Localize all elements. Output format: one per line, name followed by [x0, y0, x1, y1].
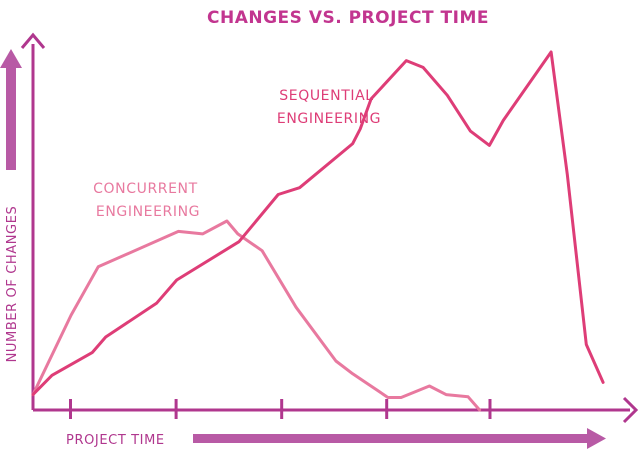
chart-title: CHANGES VS. PROJECT TIME [207, 8, 489, 28]
concurrent-label-line2: ENGINEERING [96, 204, 200, 220]
series-layer [31, 50, 605, 412]
x-axis-ticks [69, 399, 492, 419]
sequential-label-line2: ENGINEERING [277, 111, 381, 127]
sequential-label-line1: SEQUENTIAL [279, 88, 373, 104]
concurrent-engineering-line [31, 219, 482, 412]
y-label-arrow-shaft [6, 60, 16, 170]
x-label-arrow-shaft [193, 434, 588, 443]
x-label-arrow-head [587, 428, 606, 449]
sequential-engineering-line [31, 50, 605, 397]
x-axis-arrowhead [622, 396, 639, 424]
y-axis-label: NUMBER OF CHANGES [5, 206, 20, 363]
concurrent-engineering-label: CONCURRENT ENGINEERING [93, 181, 203, 220]
y-label-arrow-head [0, 49, 22, 68]
sequential-engineering-label: SEQUENTIAL ENGINEERING [277, 88, 381, 127]
y-axis-arrowhead [20, 32, 46, 49]
concurrent-label-line1: CONCURRENT [93, 181, 198, 197]
x-axis-label: PROJECT TIME [66, 433, 165, 448]
